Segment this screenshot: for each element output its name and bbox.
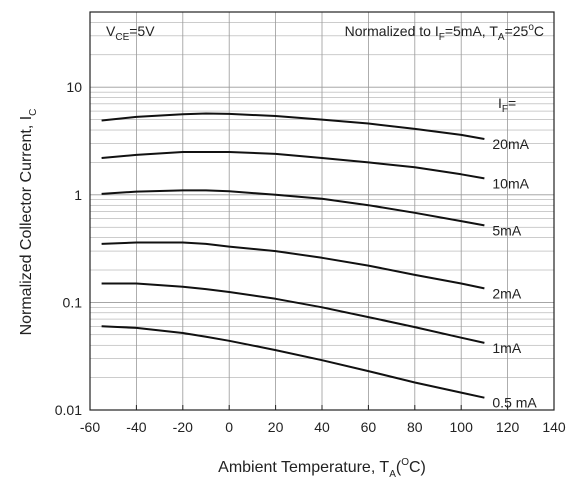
if-label: IF= bbox=[498, 95, 516, 115]
series-label: 0.5 mA bbox=[492, 395, 537, 411]
y-tick-label: 0.01 bbox=[55, 402, 82, 418]
x-tick-label: 140 bbox=[542, 419, 566, 435]
series-line bbox=[101, 282, 485, 344]
grid bbox=[90, 12, 554, 410]
series-label: 1mA bbox=[492, 340, 521, 356]
y-tick-label: 10 bbox=[66, 79, 82, 95]
x-tick-label: 80 bbox=[407, 419, 423, 435]
series-line bbox=[101, 189, 485, 227]
series-line bbox=[101, 241, 485, 290]
series-label: 10mA bbox=[492, 175, 529, 191]
x-tick-label: 60 bbox=[361, 419, 377, 435]
x-tick-label: 100 bbox=[450, 419, 474, 435]
x-tick-label: 120 bbox=[496, 419, 520, 435]
x-tick-label: 40 bbox=[314, 419, 330, 435]
x-tick-label: 20 bbox=[268, 419, 284, 435]
y-axis-label: Normalized Collector Current, IC bbox=[18, 109, 39, 336]
series-line bbox=[101, 151, 485, 180]
series-line bbox=[101, 112, 485, 140]
x-tick-label: -60 bbox=[80, 419, 100, 435]
series-labels: 20mA 10mA 5mA 2mA 1mA 0.5 mA bbox=[492, 136, 537, 411]
series-line bbox=[101, 325, 485, 399]
x-tick-label: -40 bbox=[126, 419, 146, 435]
series-label: 20mA bbox=[492, 136, 529, 152]
x-tick-label: 0 bbox=[225, 419, 233, 435]
y-tick-label: 1 bbox=[74, 187, 82, 203]
vce-annotation: VCE=5V bbox=[106, 23, 155, 43]
normalization-annotation: Normalized to IF=5mA, TA=25oC bbox=[345, 22, 544, 43]
x-tick-label: -20 bbox=[173, 419, 193, 435]
series-label: 5mA bbox=[492, 222, 521, 238]
x-axis-label: Ambient Temperature, TA(OC) bbox=[218, 457, 426, 479]
tick-labels: -60 -40 -20 0 20 40 60 80 100 120 140 0.01 0.1 1 10 bbox=[55, 79, 566, 435]
series-label: 2mA bbox=[492, 285, 521, 301]
y-tick-label: 0.1 bbox=[63, 294, 83, 310]
curves bbox=[101, 112, 485, 399]
